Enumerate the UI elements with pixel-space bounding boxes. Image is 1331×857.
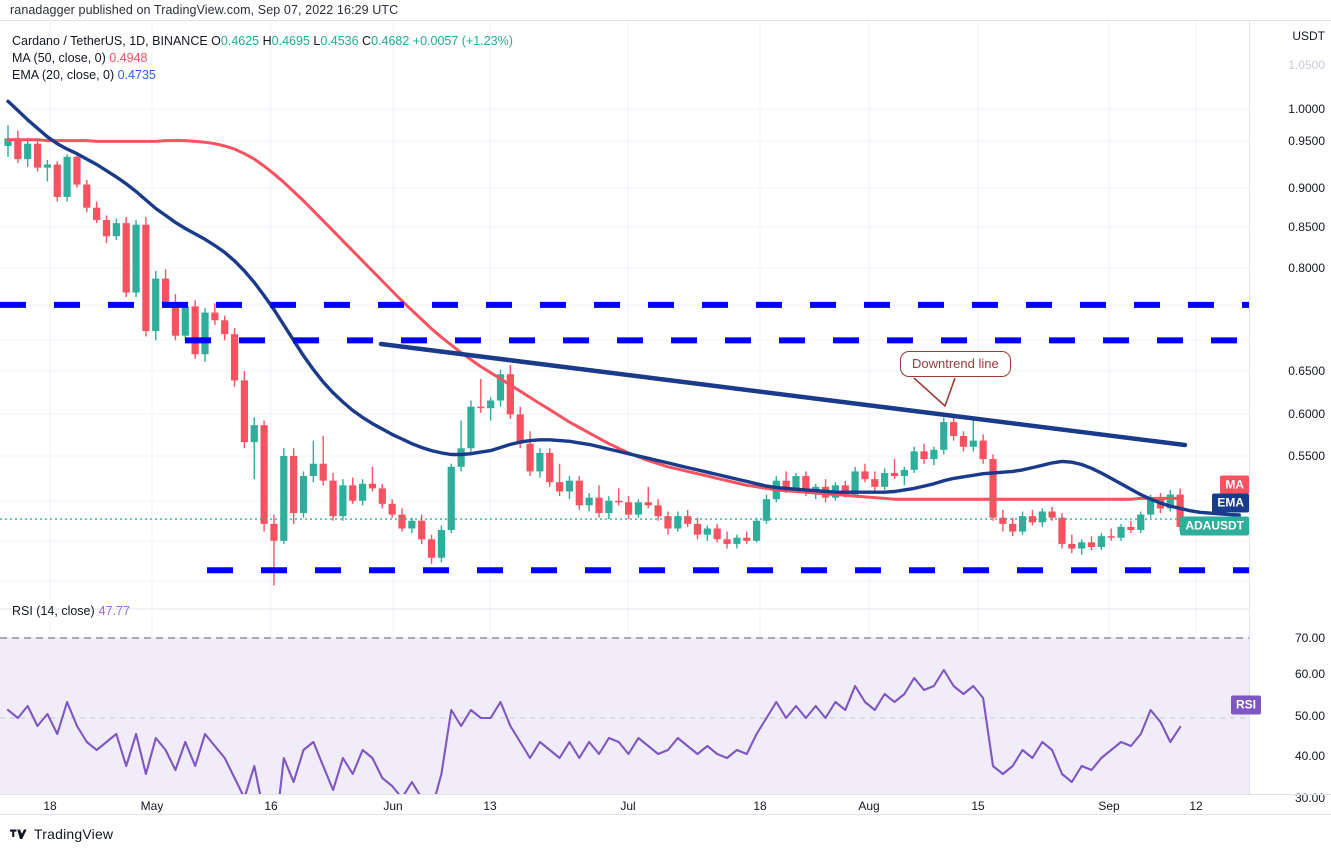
price-tick-1-0000: 1.0000 xyxy=(1288,102,1325,116)
ma-tag-label: MA xyxy=(1220,475,1249,495)
ema-tag-label: EMA xyxy=(1212,493,1249,513)
rsi-tag-label: RSI xyxy=(1230,695,1261,715)
price-tick-0-8500: 0.8500 xyxy=(1288,220,1325,234)
attribution-text: ranadagger published on TradingView.com,… xyxy=(10,3,399,17)
price-tick-0-9500: 0.9500 xyxy=(1288,134,1325,148)
last-price-tag-label: ADAUSDT xyxy=(1180,516,1249,536)
footer-branding: TradingView xyxy=(10,826,113,842)
tradingview-logo-icon xyxy=(10,829,27,839)
plot-area[interactable] xyxy=(0,21,1249,794)
time-label-May: May xyxy=(140,799,164,813)
price-tick-1-0500: 1.0500 xyxy=(1288,58,1325,72)
time-label-Jun: Jun xyxy=(383,799,403,813)
price-tick-0-6000: 0.6000 xyxy=(1288,407,1325,421)
downtrend-callout[interactable]: Downtrend line xyxy=(0,21,1249,794)
time-label-15: 15 xyxy=(971,799,985,813)
time-label-16: 16 xyxy=(264,799,278,813)
time-label-Sep: Sep xyxy=(1098,799,1120,813)
rsi-band xyxy=(0,638,1249,794)
price-tick-40-00: 40.00 xyxy=(1294,749,1325,763)
price-tick-70-00: 70.00 xyxy=(1294,631,1325,645)
price-tick-0-5500: 0.5500 xyxy=(1288,449,1325,463)
ma50-line xyxy=(6,138,1182,501)
price-chart-svg xyxy=(0,21,1249,794)
price-tick-50-00: 50.00 xyxy=(1294,709,1325,723)
ema20-line xyxy=(6,99,1241,517)
price-tick-0-8000: 0.8000 xyxy=(1288,261,1325,275)
time-label-12: 12 xyxy=(1189,799,1203,813)
price-scale-currency: USDT xyxy=(1292,29,1325,43)
rsi-line xyxy=(6,668,1182,794)
time-label-Aug: Aug xyxy=(858,799,880,813)
price-tick-0-6500: 0.6500 xyxy=(1288,364,1325,378)
chart-frame: Cardano / TetherUS, 1D, BINANCE O0.4625 … xyxy=(0,20,1331,815)
time-label-18: 18 xyxy=(753,799,767,813)
price-tick-60-00: 60.00 xyxy=(1294,667,1325,681)
time-label-13: 13 xyxy=(483,799,497,813)
footer-brand-name: TradingView xyxy=(34,826,114,842)
candlestick-series xyxy=(4,125,1194,586)
time-label-Jul: Jul xyxy=(620,799,636,813)
downtrend-line xyxy=(378,341,1188,448)
price-scale[interactable]: USDT 1.0500 1.0000 0.9500 0.9000 0.8500 0.800… xyxy=(1249,21,1331,805)
price-tick-0-9000: 0.9000 xyxy=(1288,181,1325,195)
time-label-18: 18 xyxy=(43,799,57,813)
time-scale[interactable]: 18 May 16 Jun 13 Jul 18 Aug 15 Sep 12 xyxy=(0,794,1331,816)
downtrend-callout-label[interactable]: Downtrend line xyxy=(900,351,1011,377)
